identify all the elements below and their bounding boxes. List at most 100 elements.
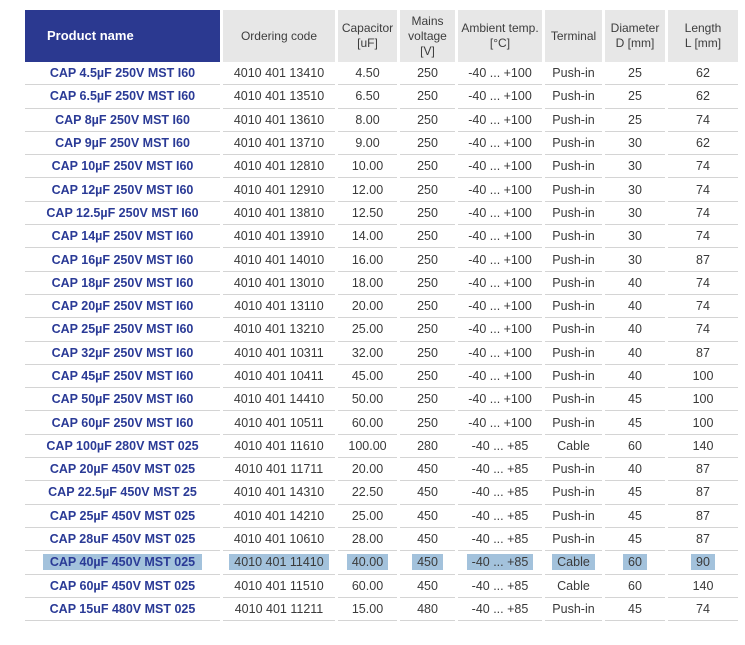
cell-length: 87: [668, 458, 738, 482]
cell-terminal: Push-in: [545, 155, 602, 179]
cell-ordering-code: 4010 401 13810: [223, 202, 335, 226]
cell-ambient-temp: -40 ... +85: [458, 481, 542, 505]
column-header-ordering-code: Ordering code: [223, 10, 335, 62]
table-row[interactable]: CAP 100µF 280V MST 025 4010 401 11610 100.…: [25, 435, 738, 459]
table-row[interactable]: CAP 16µF 250V MST I60 4010 401 14010 16.00…: [25, 248, 738, 272]
cell-capacitor: 20.00: [338, 458, 397, 482]
cell-capacitor: 15.00: [338, 598, 397, 622]
cell-product-name: CAP 40µF 450V MST 025: [25, 551, 220, 575]
cell-product-name: CAP 18µF 250V MST I60: [25, 272, 220, 295]
cell-product-name: CAP 9µF 250V MST I60: [25, 132, 220, 156]
cell-ambient-temp: -40 ... +100: [458, 225, 542, 249]
cell-capacitor: 60.00: [338, 575, 397, 598]
cell-diameter: 60: [605, 575, 665, 598]
cell-capacitor: 18.00: [338, 272, 397, 295]
cell-diameter: 30: [605, 202, 665, 226]
cell-mains-voltage: 280: [400, 435, 455, 459]
cell-terminal: Push-in: [545, 318, 602, 342]
cell-terminal: Push-in: [545, 598, 602, 622]
cell-ordering-code: 4010 401 14010: [223, 248, 335, 272]
cell-terminal: Push-in: [545, 481, 602, 505]
cell-length: 74: [668, 225, 738, 249]
cell-ambient-temp: -40 ... +100: [458, 272, 542, 295]
cell-ordering-code: 4010 401 13210: [223, 318, 335, 342]
cell-length: 140: [668, 435, 738, 459]
table-row[interactable]: CAP 20µF 250V MST I60 4010 401 13110 20.00…: [25, 295, 738, 319]
cell-capacitor: 20.00: [338, 295, 397, 319]
cell-product-name: CAP 4.5µF 250V MST I60: [25, 62, 220, 86]
cell-terminal: Push-in: [545, 295, 602, 319]
table-row[interactable]: CAP 60µF 450V MST 025 4010 401 11510 60.00…: [25, 575, 738, 598]
table-row[interactable]: CAP 15uF 480V MST 025 4010 401 11211 15.00…: [25, 598, 738, 622]
table-row[interactable]: CAP 6.5µF 250V MST I60 4010 401 13510 6.50…: [25, 85, 738, 109]
cell-mains-voltage: 250: [400, 85, 455, 109]
cell-ambient-temp: -40 ... +100: [458, 85, 542, 109]
cell-terminal: Push-in: [545, 458, 602, 482]
cell-terminal: Push-in: [545, 272, 602, 295]
column-header-product-name: Product name: [25, 10, 220, 62]
cell-diameter: 40: [605, 272, 665, 295]
cell-mains-voltage: 250: [400, 178, 455, 202]
cell-product-name: CAP 20µF 450V MST 025: [25, 458, 220, 482]
table-row[interactable]: CAP 20µF 450V MST 025 4010 401 11711 20.00…: [25, 458, 738, 482]
cell-product-name: CAP 50µF 250V MST I60: [25, 388, 220, 412]
cell-length: 87: [668, 248, 738, 272]
column-header-length: Length L [mm]: [668, 10, 738, 62]
table-row[interactable]: CAP 9µF 250V MST I60 4010 401 13710 9.00 25…: [25, 132, 738, 156]
table-row[interactable]: CAP 14µF 250V MST I60 4010 401 13910 14.00…: [25, 225, 738, 249]
table-row-selected[interactable]: CAP 40µF 450V MST 025 4010 401 11410 40.00…: [25, 551, 738, 575]
cell-product-name: CAP 28uF 450V MST 025: [25, 528, 220, 552]
cell-ordering-code: 4010 401 10610: [223, 528, 335, 552]
cell-mains-voltage: 480: [400, 598, 455, 622]
cell-ordering-code: 4010 401 11510: [223, 575, 335, 598]
cell-capacitor: 9.00: [338, 132, 397, 156]
cell-diameter: 30: [605, 178, 665, 202]
cell-capacitor: 32.00: [338, 342, 397, 365]
cell-ambient-temp: -40 ... +100: [458, 318, 542, 342]
cell-terminal: Push-in: [545, 202, 602, 226]
cell-ambient-temp: -40 ... +85: [458, 528, 542, 552]
cell-product-name: CAP 100µF 280V MST 025: [25, 435, 220, 459]
cell-length: 74: [668, 202, 738, 226]
cell-length: 62: [668, 85, 738, 109]
table-row[interactable]: CAP 32µF 250V MST I60 4010 401 10311 32.00…: [25, 342, 738, 365]
cell-mains-voltage: 250: [400, 225, 455, 249]
cell-ambient-temp: -40 ... +100: [458, 411, 542, 435]
table-row[interactable]: CAP 22.5µF 450V MST 25 4010 401 14310 22.5…: [25, 481, 738, 505]
cell-product-name: CAP 20µF 250V MST I60: [25, 295, 220, 319]
cell-diameter: 25: [605, 85, 665, 109]
table-row[interactable]: CAP 8µF 250V MST I60 4010 401 13610 8.00 25…: [25, 109, 738, 132]
cell-ordering-code: 4010 401 11410: [223, 551, 335, 575]
cell-mains-voltage: 250: [400, 365, 455, 389]
table-row[interactable]: CAP 25µF 250V MST I60 4010 401 13210 25.00…: [25, 318, 738, 342]
table-row[interactable]: CAP 10µF 250V MST I60 4010 401 12810 10.00…: [25, 155, 738, 179]
table-row[interactable]: CAP 45µF 250V MST I60 4010 401 10411 45.00…: [25, 365, 738, 389]
table-row[interactable]: CAP 4.5µF 250V MST I60 4010 401 13410 4.50…: [25, 62, 738, 86]
cell-product-name: CAP 6.5µF 250V MST I60: [25, 85, 220, 109]
table-row[interactable]: CAP 12.5µF 250V MST I60 4010 401 13810 12.…: [25, 202, 738, 226]
table-row[interactable]: CAP 12µF 250V MST I60 4010 401 12910 12.00…: [25, 178, 738, 202]
table-row[interactable]: CAP 28uF 450V MST 025 4010 401 10610 28.00…: [25, 528, 738, 552]
cell-ordering-code: 4010 401 10511: [223, 411, 335, 435]
cell-diameter: 40: [605, 295, 665, 319]
table-row[interactable]: CAP 25µF 450V MST 025 4010 401 14210 25.00…: [25, 505, 738, 528]
cell-diameter: 40: [605, 458, 665, 482]
table-row[interactable]: CAP 18µF 250V MST I60 4010 401 13010 18.00…: [25, 272, 738, 295]
cell-terminal: Push-in: [545, 225, 602, 249]
cell-ordering-code: 4010 401 13910: [223, 225, 335, 249]
cell-ordering-code: 4010 401 14310: [223, 481, 335, 505]
cell-product-name: CAP 25µF 250V MST I60: [25, 318, 220, 342]
cell-product-name: CAP 22.5µF 450V MST 25: [25, 481, 220, 505]
table-row[interactable]: CAP 60µF 250V MST I60 4010 401 10511 60.00…: [25, 411, 738, 435]
cell-length: 62: [668, 132, 738, 156]
cell-ambient-temp: -40 ... +100: [458, 132, 542, 156]
table-row[interactable]: CAP 50µF 250V MST I60 4010 401 14410 50.00…: [25, 388, 738, 412]
column-header-mains-voltage: Mains voltage [V]: [400, 10, 455, 62]
cell-product-name: CAP 16µF 250V MST I60: [25, 248, 220, 272]
cell-ordering-code: 4010 401 10311: [223, 342, 335, 365]
cell-mains-voltage: 450: [400, 458, 455, 482]
cell-mains-voltage: 450: [400, 481, 455, 505]
cell-length: 100: [668, 388, 738, 412]
cell-capacitor: 16.00: [338, 248, 397, 272]
